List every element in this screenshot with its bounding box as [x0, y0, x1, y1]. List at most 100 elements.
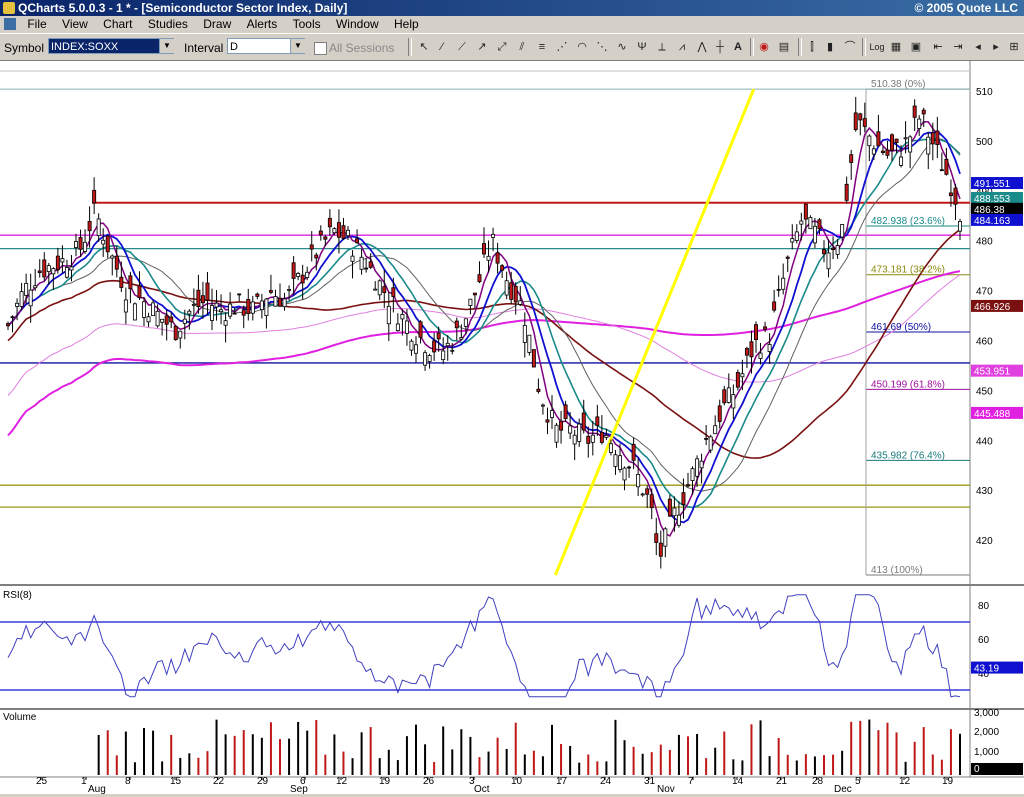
log-scale-button[interactable]: Log [869, 42, 885, 52]
candle-down [876, 131, 881, 147]
price-tick: 420 [976, 536, 993, 547]
candle-up [264, 298, 269, 316]
pointer-icon[interactable]: ↖ [419, 41, 429, 53]
chevron-down-icon[interactable]: ▼ [159, 39, 174, 53]
line-tool-icon[interactable]: ⁄ [441, 41, 443, 53]
volume-bar [759, 720, 762, 775]
bar-chart-icon[interactable]: ⫿ [810, 41, 814, 53]
candle-down [472, 292, 477, 296]
candle-down [803, 203, 808, 220]
vertical-line-icon[interactable]: ┼ [716, 41, 724, 53]
day-label: 8 [125, 776, 131, 787]
gann-tool-icon[interactable]: ⋰ [556, 41, 568, 53]
menu-view[interactable]: View [62, 17, 88, 31]
candle-chart-icon[interactable]: ▮ [826, 41, 834, 53]
extend-tool-icon[interactable]: ⤢ [497, 41, 507, 53]
candle-down [948, 192, 953, 197]
candle-down [849, 154, 854, 163]
volume-bar [451, 749, 454, 775]
price-tag: 453.951 [971, 364, 1023, 378]
volume-bar [959, 733, 961, 775]
candle-down [581, 412, 586, 431]
studies-icon[interactable]: ▦ [890, 41, 902, 53]
fib-label: 450.199 (61.8%) [871, 379, 945, 390]
menu-draw[interactable]: Draw [203, 17, 232, 31]
trend-line-group[interactable] [554, 88, 756, 576]
all-sessions-checkbox[interactable] [314, 42, 327, 55]
fib-tool-icon[interactable]: ≡ [538, 41, 546, 53]
regression-tool-icon[interactable]: ⩘ [678, 41, 686, 53]
chevron-down-icon[interactable]: ▼ [290, 39, 305, 53]
candle-up [96, 218, 101, 237]
candle-up [273, 296, 278, 307]
menu-window[interactable]: Window [335, 17, 379, 31]
menu-studies[interactable]: Studies [147, 17, 188, 31]
candle-down [536, 388, 541, 392]
candle-up [404, 320, 409, 334]
candle-down [817, 219, 822, 230]
fan-tool-icon[interactable]: ⋱ [596, 41, 608, 53]
volume-bar [886, 722, 889, 775]
price-tick: 480 [976, 237, 993, 248]
channel-tool-icon[interactable]: ⫽ [519, 41, 525, 53]
pitchfork-tool-icon[interactable]: Ψ [637, 41, 647, 53]
candle-up [178, 330, 183, 339]
volume-bar [433, 761, 436, 775]
menu-tools[interactable]: Tools [292, 17, 321, 31]
title-bar: QCharts 5.0.0.3 - 1 * - [Semiconductor S… [0, 0, 1024, 16]
text-tool-icon[interactable]: A [734, 41, 742, 53]
candle-down [763, 326, 768, 330]
volume-bar [378, 758, 381, 775]
volume-bar [514, 722, 517, 775]
fib-labels: 510.38 (0%) 482.938 (23.6%) 473.181 (38.… [871, 79, 945, 576]
candle-down [545, 419, 550, 423]
candle-up [690, 468, 695, 481]
speed-tool-icon[interactable]: ⟂ [658, 41, 666, 53]
volume-bar [949, 729, 952, 775]
menu-chart[interactable]: Chart [103, 17, 133, 31]
grid-toggle-icon[interactable]: ⊞ [1009, 41, 1019, 53]
zigzag-tool-icon[interactable]: ⋀ [697, 41, 707, 53]
candle-up [250, 301, 255, 314]
ray-tool-icon[interactable]: ⟋ [458, 41, 466, 53]
candle-up [740, 373, 745, 378]
candle-up [613, 454, 618, 467]
volume-bar [668, 749, 671, 775]
zoom-out-icon[interactable]: ⇤ [933, 41, 943, 53]
zoom-in-icon[interactable]: ⇥ [953, 41, 963, 53]
candle-up [210, 305, 214, 321]
menu-file[interactable]: File [27, 17, 47, 31]
candle-up [663, 528, 668, 547]
record-icon[interactable]: ◉ [759, 41, 769, 53]
arc-tool-icon[interactable]: ◠ [577, 41, 587, 53]
candle-up [608, 443, 613, 453]
candle-down [364, 267, 369, 270]
toolbar-separator [862, 38, 866, 56]
document-icon[interactable] [4, 18, 16, 30]
candle-down [744, 348, 749, 356]
line-chart-icon[interactable]: ⌒ [844, 41, 856, 53]
chart-area[interactable]: 420 430 440 450 460 470 480 490 500 510 … [0, 61, 1024, 795]
volume-bar [551, 724, 553, 775]
price-tag-text: 445.488 [974, 409, 1011, 420]
volume-bar [705, 758, 708, 775]
candle-up [577, 423, 582, 442]
trend-tool-icon[interactable]: ↗ [477, 41, 487, 53]
candle-up [695, 458, 700, 477]
candle-down [563, 404, 568, 420]
candle-up [522, 324, 527, 343]
interval-label: Interval [184, 41, 224, 55]
day-label: 17 [556, 776, 568, 787]
menu-help[interactable]: Help [394, 17, 419, 31]
candle-down [717, 405, 722, 422]
symbol-input[interactable]: INDEX:SOXX [48, 38, 174, 54]
scale-icon[interactable]: ▣ [910, 41, 922, 53]
menu-alerts[interactable]: Alerts [246, 17, 278, 31]
candle-up [590, 434, 595, 443]
candle-down [432, 340, 437, 353]
price-chart-svg[interactable]: 420 430 440 450 460 470 480 490 500 510 … [0, 61, 1024, 795]
cycle-tool-icon[interactable]: ∿ [617, 41, 627, 53]
print-icon[interactable]: ▤ [778, 41, 790, 53]
scroll-right-icon[interactable]: ▸ [993, 41, 999, 53]
scroll-left-icon[interactable]: ◂ [975, 41, 981, 53]
